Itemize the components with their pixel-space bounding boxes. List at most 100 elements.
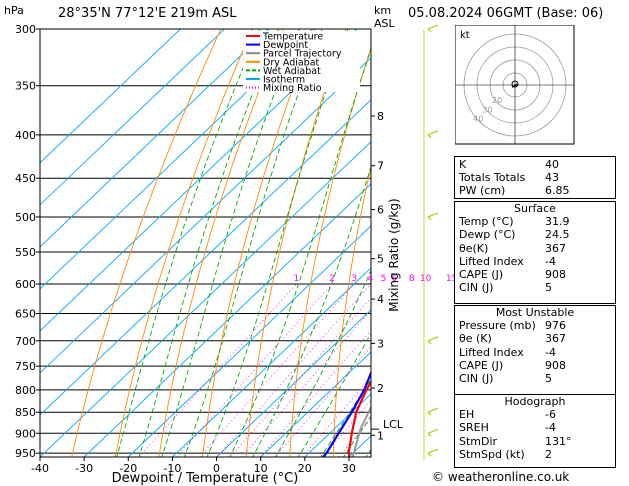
mixing-ratio-label: 10 (420, 274, 432, 284)
row-label: Lifted Index (459, 345, 524, 359)
mixing-ratio-axis-label: Mixing Ratio (g/kg) (387, 198, 401, 311)
temperature-tick-label: 0 (213, 462, 220, 475)
table-row: Pressure (mb) 976 (455, 319, 615, 332)
wet-adiabat-line (183, 29, 323, 457)
wet-adiabat-line (138, 29, 280, 457)
row-value: 131° (545, 434, 572, 448)
wind-barb (427, 428, 439, 434)
wet-adiabat-line (275, 269, 371, 457)
dry-adiabat-line (332, 165, 371, 457)
isotherm-line (260, 351, 371, 457)
mixing-ratio-line (230, 297, 371, 457)
isotherm-line (40, 29, 314, 290)
hodograph-ring-label: 30 (483, 105, 493, 114)
background-lines (40, 29, 371, 457)
lcl-label: LCL (383, 418, 404, 431)
mixing-ratio-label: 1 (294, 274, 300, 284)
row-value: 40 (545, 158, 559, 171)
row-label: StmSpd (kt) (459, 447, 525, 461)
row-value: 908 (545, 358, 566, 372)
isotherm-line (40, 99, 371, 416)
wind-barb (427, 407, 439, 413)
pressure-tick-label: 700 (15, 335, 36, 348)
wet-adiabat-line (206, 29, 349, 457)
pressure-tick-label: 950 (15, 447, 36, 460)
mixing-ratio-label: 15 (446, 274, 457, 284)
table-row: CIN (J) 5 (455, 281, 615, 294)
row-value: 31.9 (545, 215, 570, 229)
table-row: θe (K) 367 (455, 332, 615, 345)
isotherm-line (40, 57, 371, 374)
row-label: PW (cm) (459, 184, 506, 198)
x-axis-label: Dewpoint / Temperature (°C) (112, 471, 299, 486)
row-value: -6 (545, 408, 556, 422)
dry-adiabat-line (289, 46, 371, 457)
wet-adiabat-line (116, 29, 261, 457)
row-label: SREH (459, 421, 489, 435)
pressure-tick-label: 800 (15, 384, 36, 397)
row-label: θe(K) (459, 241, 489, 255)
legend-label: Isotherm (263, 75, 305, 86)
mixing-ratio-label: 6 (391, 274, 397, 284)
pressure-tick-label: 850 (15, 406, 36, 419)
pressure-tick-label: 900 (15, 427, 36, 440)
row-label: Totals Totals (459, 171, 526, 185)
hodograph-storm-motion (511, 80, 519, 88)
legend-box (243, 31, 360, 92)
wet-adiabat-line (161, 29, 300, 457)
surface-table: Surface Temp (°C) 31.9 Dewp (°C) 24.5 θe(K) 36… (454, 201, 616, 304)
table-row: PW (cm) 6.85 (455, 184, 615, 197)
most-unstable-table: Most Unstable Pressure (mb) 976 θe (K) 367 Li… (454, 305, 616, 395)
wind-barb-flag (427, 411, 432, 416)
table-row: StmDir 131° (455, 435, 615, 448)
row-label: Dewp (°C) (459, 228, 516, 242)
table-row: StmSpd (kt) 2 (455, 448, 615, 461)
indices-table: K 40 Totals Totals 43 PW (cm) 6.85 (454, 156, 616, 199)
temperature-tick-label: -10 (163, 462, 181, 475)
height-tick-label: 5 (377, 253, 384, 266)
row-label: Temp (°C) (459, 215, 514, 229)
hodograph-frame (455, 25, 575, 145)
height-tick-label: 1 (377, 429, 384, 442)
series-dewpoint (321, 369, 371, 457)
legend-label: Parcel Trajectory (263, 49, 342, 60)
table-row: Totals Totals 43 (455, 171, 615, 184)
temperature-tick-label: -30 (75, 462, 93, 475)
hodograph-ring-label: 40 (473, 115, 483, 124)
hodograph-unit: kt (460, 30, 470, 41)
table-row: Temp (°C) 31.9 (455, 215, 615, 228)
wind-barb-flag (427, 216, 432, 221)
legend-label: Mixing Ratio (263, 83, 322, 94)
pressure-tick-label: 400 (15, 129, 36, 142)
pressure-tick-label: 350 (15, 80, 36, 93)
wind-barb-flag (427, 452, 432, 457)
legend-label: Temperature (262, 32, 323, 43)
temperature-tick-label: 10 (254, 462, 268, 475)
table-row: K 40 (455, 158, 615, 171)
mixing-ratio-label: 2 (329, 274, 335, 284)
mixing-ratio-label: 8 (409, 274, 415, 284)
row-value: 43 (545, 171, 559, 185)
table-row: CIN (J) 5 (455, 372, 615, 385)
row-label: CIN (J) (459, 372, 494, 386)
mixing-ratio-label: 3 (351, 274, 357, 284)
profile-lines (321, 369, 371, 457)
mixing-ratio-label: 4 (368, 274, 374, 284)
row-label: Pressure (mb) (459, 319, 536, 333)
height-tick-label: 3 (377, 337, 384, 350)
temperature-tick-label: -40 (31, 462, 49, 475)
row-value: 5 (545, 372, 552, 386)
table-title: Hodograph (504, 395, 566, 408)
legend-label: Dewpoint (263, 40, 308, 51)
row-label: K (459, 158, 467, 171)
height-tick-label: 2 (377, 382, 384, 395)
table-row: Lifted Index -4 (455, 346, 615, 359)
dry-adiabat-line (202, 29, 316, 457)
pressure-unit: hPa (4, 4, 24, 17)
pressure-tick-label: 500 (15, 211, 36, 224)
isotherm-line (40, 29, 270, 248)
plot-frame (39, 28, 372, 458)
